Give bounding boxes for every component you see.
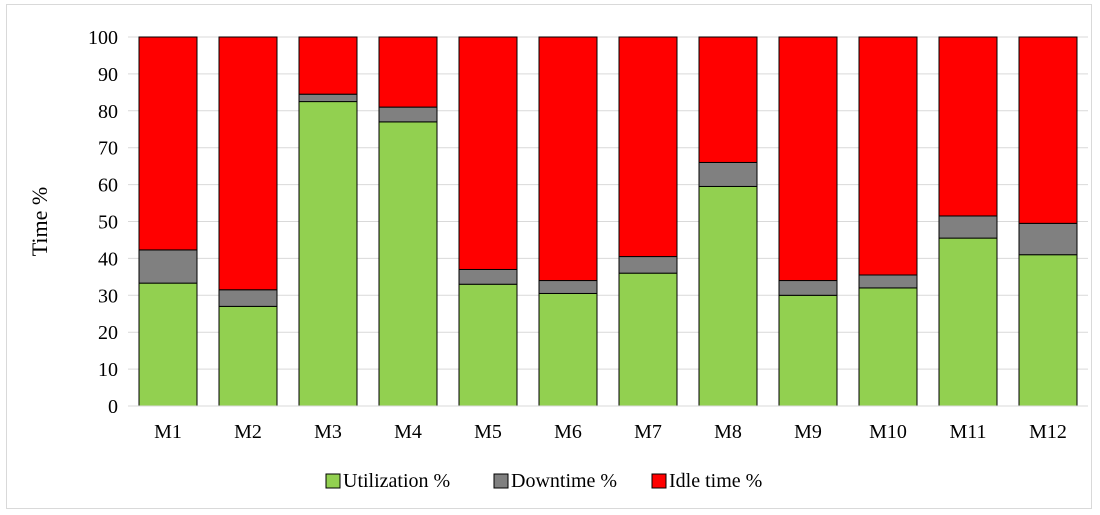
bar-segment-m9-downtime bbox=[778, 280, 838, 296]
bar-segment-m7-downtime bbox=[618, 256, 678, 274]
y-tick-label: 20 bbox=[98, 322, 118, 344]
bar-segment-m8-utilization bbox=[698, 185, 758, 407]
x-tick-label: M11 bbox=[949, 421, 986, 443]
bar-segment-m8-downtime bbox=[698, 161, 758, 187]
x-tick-label: M5 bbox=[474, 421, 502, 443]
bar-segment-m9-idle-time bbox=[778, 36, 838, 282]
y-tick-label: 80 bbox=[98, 101, 118, 123]
bar-segment-m9-utilization bbox=[778, 294, 838, 407]
x-tick-label: M2 bbox=[234, 421, 262, 443]
bar-segment-m6-downtime bbox=[538, 280, 598, 294]
legend-label: Downtime % bbox=[511, 470, 617, 492]
x-tick-label: M9 bbox=[794, 421, 822, 443]
bar-segment-m4-utilization bbox=[378, 121, 438, 407]
x-tick-label: M1 bbox=[154, 421, 182, 443]
y-axis-title: Time % bbox=[27, 187, 52, 256]
x-axis-ticks: M1 M2 M3 M4 M5 M6 M7 M8 M9 M10 M11 M12 bbox=[154, 421, 1067, 443]
bar-segment-m3-idle-time bbox=[298, 36, 358, 95]
x-tick-label: M8 bbox=[714, 421, 742, 443]
bar-segment-m1-downtime bbox=[138, 249, 198, 284]
bar-segment-m5-downtime bbox=[458, 268, 518, 285]
bars bbox=[138, 36, 1078, 407]
bar-segment-m10-downtime bbox=[858, 274, 918, 289]
bar-segment-m2-idle-time bbox=[218, 36, 278, 291]
y-tick-label: 70 bbox=[98, 138, 118, 160]
bar-segment-m7-idle-time bbox=[618, 36, 678, 258]
x-tick-label: M12 bbox=[1029, 421, 1067, 443]
bar-segment-m3-downtime bbox=[298, 93, 358, 103]
bar-segment-m4-idle-time bbox=[378, 36, 438, 108]
bar-segment-m2-downtime bbox=[218, 289, 278, 307]
bar-segment-m10-utilization bbox=[858, 287, 918, 407]
y-tick-label: 40 bbox=[98, 248, 118, 270]
legend-swatch bbox=[651, 473, 667, 489]
bar-segment-m11-idle-time bbox=[938, 36, 998, 217]
y-tick-label: 60 bbox=[98, 175, 118, 197]
bar-segment-m12-downtime bbox=[1018, 222, 1078, 256]
x-tick-label: M10 bbox=[869, 421, 907, 443]
y-axis-ticks: 0 10 20 30 40 50 60 70 80 90 100 bbox=[88, 27, 118, 418]
bar-segment-m6-utilization bbox=[538, 292, 598, 407]
bar-segment-m5-utilization bbox=[458, 283, 518, 407]
bar-segment-m10-idle-time bbox=[858, 36, 918, 276]
bar-segment-m1-idle-time bbox=[138, 36, 198, 251]
y-tick-label: 50 bbox=[98, 212, 118, 234]
bar-segment-m5-idle-time bbox=[458, 36, 518, 270]
legend-label: Utilization % bbox=[343, 470, 450, 492]
x-tick-label: M6 bbox=[554, 421, 582, 443]
y-tick-label: 30 bbox=[98, 285, 118, 307]
bar-segment-m4-downtime bbox=[378, 106, 438, 123]
bar-segment-m12-idle-time bbox=[1018, 36, 1078, 224]
bar-segment-m11-downtime bbox=[938, 215, 998, 239]
x-tick-label: M3 bbox=[314, 421, 342, 443]
bar-segment-m7-utilization bbox=[618, 272, 678, 407]
bar-segment-m11-utilization bbox=[938, 237, 998, 407]
bar-segment-m1-utilization bbox=[138, 282, 198, 407]
legend-label: Idle time % bbox=[669, 470, 762, 492]
legend: Utilization % Downtime % Idle time % bbox=[325, 470, 762, 492]
bar-segment-m6-idle-time bbox=[538, 36, 598, 282]
x-tick-label: M7 bbox=[634, 421, 662, 443]
y-tick-label: 100 bbox=[88, 27, 118, 49]
y-tick-label: 10 bbox=[98, 359, 118, 381]
legend-swatch bbox=[493, 473, 509, 489]
y-tick-label: 0 bbox=[108, 396, 118, 418]
bar-segment-m3-utilization bbox=[298, 101, 358, 407]
bar-segment-m8-idle-time bbox=[698, 36, 758, 163]
gridlines bbox=[128, 36, 1088, 370]
bar-segment-m2-utilization bbox=[218, 305, 278, 407]
x-tick-label: M4 bbox=[394, 421, 422, 443]
y-tick-label: 90 bbox=[98, 64, 118, 86]
legend-swatch bbox=[325, 473, 341, 489]
bar-segment-m12-utilization bbox=[1018, 254, 1078, 407]
